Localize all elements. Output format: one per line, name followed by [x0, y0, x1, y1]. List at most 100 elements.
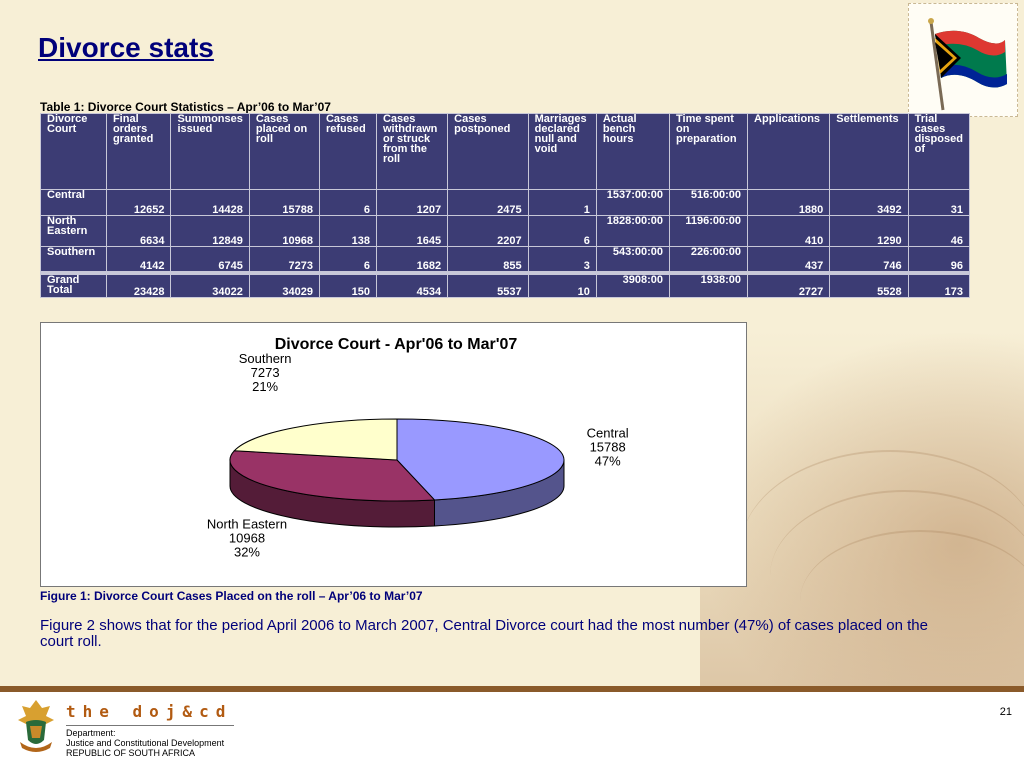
coat-of-arms-icon [16, 698, 56, 756]
cell: 2475 [447, 189, 529, 216]
slice-value-label: 7273 [251, 365, 280, 380]
slice-percent-label: 47% [595, 453, 621, 468]
slice-label: Southern [239, 351, 292, 366]
cell: 543:00:00 [595, 246, 671, 274]
cell: 516:00:00 [669, 189, 749, 216]
column-header: Final orders granted [105, 113, 172, 190]
flag-icon [908, 3, 1018, 117]
cell-court: North Eastern [40, 215, 107, 247]
chart-title: Divorce Court - Apr'06 to Mar'07 [275, 336, 518, 353]
cell: 34029 [248, 271, 320, 298]
divorce-stats-table: Divorce Court Final orders granted Summo… [40, 113, 971, 298]
slice-label: Central [587, 425, 629, 440]
pie-slice [233, 418, 398, 461]
cell: 855 [447, 246, 529, 274]
slice-label: North Eastern [207, 516, 287, 531]
column-header: Actual bench hours [595, 113, 671, 190]
table-row: Southern 4142 6745 7273 6 1682 855 3 543… [40, 246, 971, 274]
table-row-total: Grand Total 23428 34022 34029 150 4534 5… [40, 271, 971, 298]
cell: 12652 [105, 189, 172, 216]
table-row: North Eastern 6634 12849 10968 138 1645 … [40, 215, 971, 247]
cell: 3492 [829, 189, 909, 216]
background-photo [700, 330, 1024, 686]
cell: 1290 [829, 215, 909, 247]
dept-line: Department: [66, 728, 116, 738]
cell-court: Grand Total [40, 271, 107, 298]
cell: 5528 [829, 271, 909, 298]
cell: 1537:00:00 [595, 189, 671, 216]
department-name: Department: Justice and Constitutional D… [66, 728, 224, 758]
cell: 746 [829, 246, 909, 274]
cell: 437 [747, 246, 831, 274]
cell: 410 [747, 215, 831, 247]
cell-court: Southern [40, 246, 107, 274]
cell: 1938:00 [669, 271, 749, 298]
column-header: Settlements [829, 113, 909, 190]
cell: 6 [527, 215, 597, 247]
cell: 10968 [248, 215, 320, 247]
pie-slice [396, 418, 565, 501]
cell: 226:00:00 [669, 246, 749, 274]
cell: 1880 [747, 189, 831, 216]
cell: 3 [527, 246, 597, 274]
page-number: 21 [999, 706, 1012, 718]
cell: 2727 [747, 271, 831, 298]
body-paragraph: Figure 2 shows that for the period April… [40, 617, 928, 650]
column-header: Divorce Court [40, 113, 107, 190]
cell: 150 [318, 271, 377, 298]
cell: 12849 [170, 215, 250, 247]
column-header: Trial cases disposed of [907, 113, 971, 190]
cell: 1645 [375, 215, 449, 247]
cell: 7273 [248, 246, 320, 274]
slide-title: Divorce stats [38, 32, 214, 63]
cell: 2207 [447, 215, 529, 247]
cell: 1828:00:00 [595, 215, 671, 247]
column-header: Applications [747, 113, 831, 190]
cell: 4534 [375, 271, 449, 298]
slice-value-label: 15788 [590, 439, 626, 454]
table-header-row: Divorce Court Final orders granted Summo… [40, 113, 971, 190]
cell: 1207 [375, 189, 449, 216]
cell: 23428 [105, 271, 172, 298]
pie-slice [229, 450, 436, 502]
figure-caption: Figure 1: Divorce Court Cases Placed on … [40, 589, 423, 603]
dept-line: Justice and Constitutional Development [66, 738, 225, 748]
cell: 1 [527, 189, 597, 216]
cell-court: Central [40, 189, 107, 216]
cell: 31 [907, 189, 971, 216]
cell: 1196:00:00 [669, 215, 749, 247]
cell: 6 [318, 189, 377, 216]
pie-tops [229, 418, 565, 502]
cell: 6745 [170, 246, 250, 274]
column-header: Time spent on preparation [669, 113, 749, 190]
column-header: Summonses issued [170, 113, 250, 190]
slice-value-label: 10968 [229, 530, 265, 545]
brand-logo-text: the doj&cd [66, 702, 233, 721]
table-row: Central 12652 14428 15788 6 1207 2475 1 … [40, 189, 971, 216]
cell: 15788 [248, 189, 320, 216]
column-header: Marriages declared null and void [527, 113, 597, 190]
cell: 3908:00 [595, 271, 671, 298]
column-header: Cases withdrawn or struck from the roll [375, 113, 449, 190]
cell: 10 [527, 271, 597, 298]
cell: 5537 [447, 271, 529, 298]
cell: 96 [907, 246, 971, 274]
cell: 14428 [170, 189, 250, 216]
footer-divider [0, 686, 1024, 692]
column-header: Cases postponed [447, 113, 529, 190]
cell: 138 [318, 215, 377, 247]
cell: 4142 [105, 246, 172, 274]
slice-percent-label: 21% [252, 379, 278, 394]
slice-percent-label: 32% [234, 544, 260, 559]
cell: 6634 [105, 215, 172, 247]
table-caption: Table 1: Divorce Court Statistics – Apr’… [40, 100, 331, 114]
column-header: Cases placed on roll [248, 113, 320, 190]
brand-rule [66, 725, 234, 726]
cell: 6 [318, 246, 377, 274]
cell: 1682 [375, 246, 449, 274]
cell: 173 [907, 271, 971, 298]
cell: 46 [907, 215, 971, 247]
cell: 34022 [170, 271, 250, 298]
dept-line: REPUBLIC OF SOUTH AFRICA [66, 748, 196, 758]
